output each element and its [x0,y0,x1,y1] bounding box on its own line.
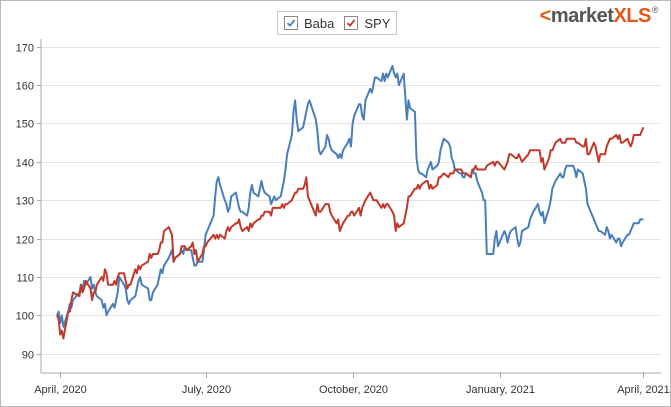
series-line-baba [56,64,644,328]
marketxls-logo: <marketXLS® [539,5,659,27]
gridlines [41,47,661,355]
x-axis: April, 2020 July, 2020 October, 2020 Januar… [34,372,670,396]
checkbox-icon[interactable] [344,16,359,30]
series-lines [56,64,645,340]
legend-label-spy: SPY [364,15,391,31]
y-tick-label: 90 [22,350,34,362]
legend-item-spy[interactable]: SPY [344,16,390,31]
x-tick-label: April, 2020 [34,384,87,396]
x-tick-label: July, 2020 [182,384,231,396]
legend-label-baba: Baba [304,15,335,31]
y-tick-label: 170 [16,43,34,55]
y-tick-label: 100 [16,311,34,323]
y-tick-label: 120 [16,235,34,247]
y-tick-label: 110 [16,273,34,285]
x-tick-label: April, 2021 [617,384,670,396]
legend-item-baba[interactable]: Baba [284,16,334,31]
x-tick-label: October, 2020 [319,384,388,396]
legend: Baba SPY [277,11,398,35]
y-axis: 90 100 110 120 130 140 150 160 170 [16,39,42,373]
y-tick-label: 130 [16,196,34,208]
series-line-spy [56,126,645,340]
y-tick-label: 150 [16,119,34,131]
y-tick-label: 140 [16,158,34,170]
checkbox-icon[interactable] [284,16,298,30]
x-tick-label: January, 2021 [466,384,535,396]
y-tick-label: 160 [16,81,34,93]
